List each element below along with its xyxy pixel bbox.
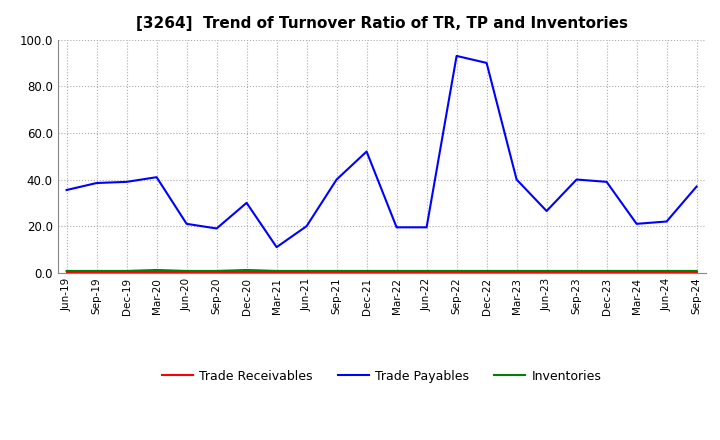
Inventories: [153, 268, 161, 273]
Trade Payables: [362, 149, 371, 154]
Trade Receivables: [302, 269, 311, 275]
Inventories: [452, 268, 461, 274]
Trade Payables: [62, 187, 71, 193]
Inventories: [92, 268, 101, 274]
Trade Payables: [272, 245, 281, 250]
Trade Payables: [122, 179, 131, 184]
Inventories: [212, 268, 221, 274]
Trade Payables: [632, 221, 641, 227]
Inventories: [422, 268, 431, 274]
Trade Payables: [153, 175, 161, 180]
Trade Payables: [513, 177, 521, 182]
Inventories: [392, 268, 401, 274]
Trade Payables: [602, 179, 611, 184]
Title: [3264]  Trend of Turnover Ratio of TR, TP and Inventories: [3264] Trend of Turnover Ratio of TR, TP…: [135, 16, 628, 32]
Line: Trade Payables: Trade Payables: [66, 56, 697, 247]
Trade Receivables: [362, 269, 371, 275]
Trade Receivables: [572, 269, 581, 275]
Inventories: [662, 268, 671, 274]
Trade Receivables: [62, 269, 71, 275]
Trade Receivables: [333, 269, 341, 275]
Trade Receivables: [513, 269, 521, 275]
Inventories: [572, 268, 581, 274]
Trade Payables: [422, 225, 431, 230]
Inventories: [182, 268, 191, 274]
Trade Payables: [572, 177, 581, 182]
Trade Receivables: [452, 269, 461, 275]
Inventories: [513, 268, 521, 274]
Trade Receivables: [242, 269, 251, 275]
Trade Payables: [182, 221, 191, 227]
Trade Payables: [92, 180, 101, 186]
Inventories: [482, 268, 491, 274]
Trade Receivables: [182, 269, 191, 275]
Inventories: [242, 268, 251, 273]
Trade Receivables: [482, 269, 491, 275]
Trade Receivables: [392, 269, 401, 275]
Inventories: [362, 268, 371, 274]
Trade Receivables: [92, 269, 101, 275]
Inventories: [62, 268, 71, 274]
Trade Receivables: [662, 269, 671, 275]
Inventories: [272, 268, 281, 274]
Trade Payables: [662, 219, 671, 224]
Trade Receivables: [602, 269, 611, 275]
Trade Receivables: [272, 269, 281, 275]
Line: Inventories: Inventories: [66, 270, 697, 271]
Inventories: [333, 268, 341, 274]
Inventories: [542, 268, 551, 274]
Trade Payables: [392, 225, 401, 230]
Legend: Trade Receivables, Trade Payables, Inventories: Trade Receivables, Trade Payables, Inven…: [157, 365, 606, 388]
Trade Receivables: [632, 269, 641, 275]
Trade Payables: [542, 209, 551, 214]
Trade Payables: [242, 200, 251, 205]
Trade Payables: [212, 226, 221, 231]
Trade Receivables: [122, 269, 131, 275]
Trade Receivables: [542, 269, 551, 275]
Trade Receivables: [153, 269, 161, 275]
Trade Receivables: [422, 269, 431, 275]
Trade Payables: [302, 224, 311, 229]
Trade Payables: [333, 177, 341, 182]
Inventories: [632, 268, 641, 274]
Trade Payables: [693, 184, 701, 189]
Trade Receivables: [212, 269, 221, 275]
Trade Payables: [452, 53, 461, 59]
Trade Receivables: [693, 269, 701, 275]
Inventories: [602, 268, 611, 274]
Inventories: [693, 268, 701, 274]
Inventories: [302, 268, 311, 274]
Trade Payables: [482, 60, 491, 66]
Inventories: [122, 268, 131, 274]
